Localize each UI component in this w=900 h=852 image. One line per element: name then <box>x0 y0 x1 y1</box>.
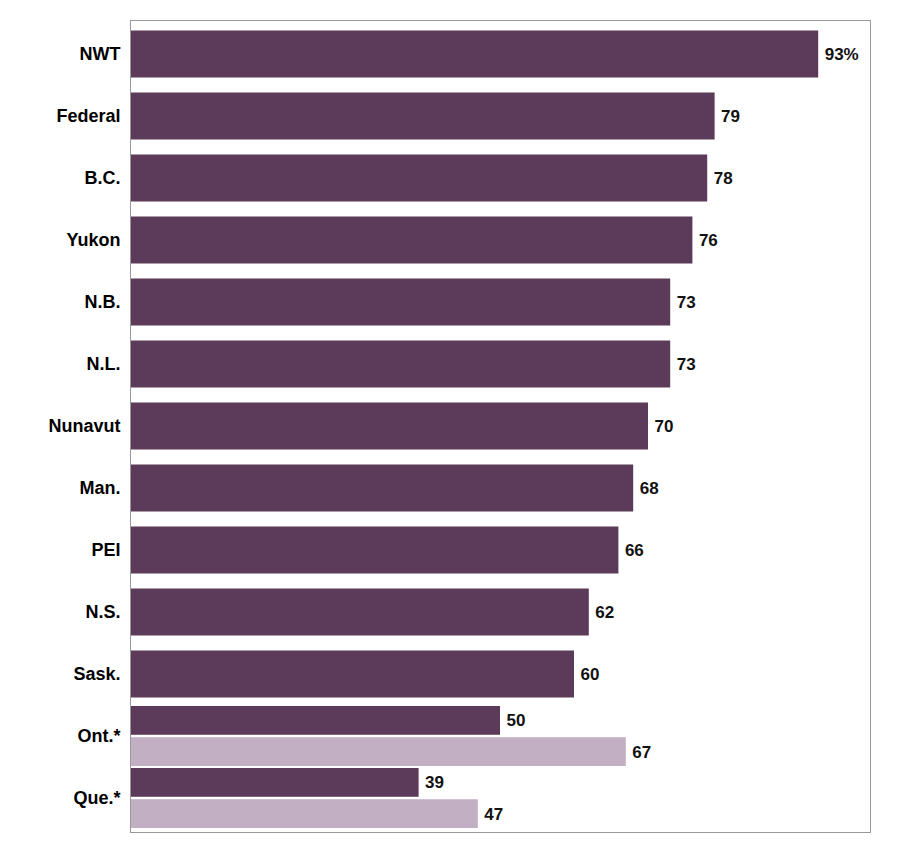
svg-text:Ont.*: Ont.* <box>78 726 121 746</box>
svg-text:76: 76 <box>699 231 718 250</box>
svg-text:NWT: NWT <box>80 44 121 64</box>
svg-text:PEI: PEI <box>91 540 120 560</box>
svg-text:Federal: Federal <box>56 106 120 126</box>
svg-text:68: 68 <box>640 479 659 498</box>
svg-text:62: 62 <box>595 603 614 622</box>
svg-text:47: 47 <box>484 805 503 824</box>
svg-text:50: 50 <box>507 711 526 730</box>
svg-text:39: 39 <box>425 773 444 792</box>
svg-text:70: 70 <box>655 417 674 436</box>
svg-text:N.L.: N.L. <box>87 354 121 374</box>
svg-text:73: 73 <box>677 293 696 312</box>
svg-text:78: 78 <box>714 169 733 188</box>
svg-text:Que.*: Que.* <box>73 788 120 808</box>
svg-text:66: 66 <box>625 541 644 560</box>
svg-text:67: 67 <box>632 743 651 762</box>
svg-text:Yukon: Yukon <box>66 230 120 250</box>
svg-text:Sask.: Sask. <box>73 664 120 684</box>
svg-text:N.S.: N.S. <box>85 602 120 622</box>
svg-text:B.C.: B.C. <box>85 168 121 188</box>
svg-text:Nunavut: Nunavut <box>49 416 121 436</box>
svg-text:93%: 93% <box>825 45 859 64</box>
svg-text:73: 73 <box>677 355 696 374</box>
svg-text:N.B.: N.B. <box>85 292 121 312</box>
svg-text:60: 60 <box>581 665 600 684</box>
svg-text:Man.: Man. <box>79 478 120 498</box>
svg-text:79: 79 <box>721 107 740 126</box>
